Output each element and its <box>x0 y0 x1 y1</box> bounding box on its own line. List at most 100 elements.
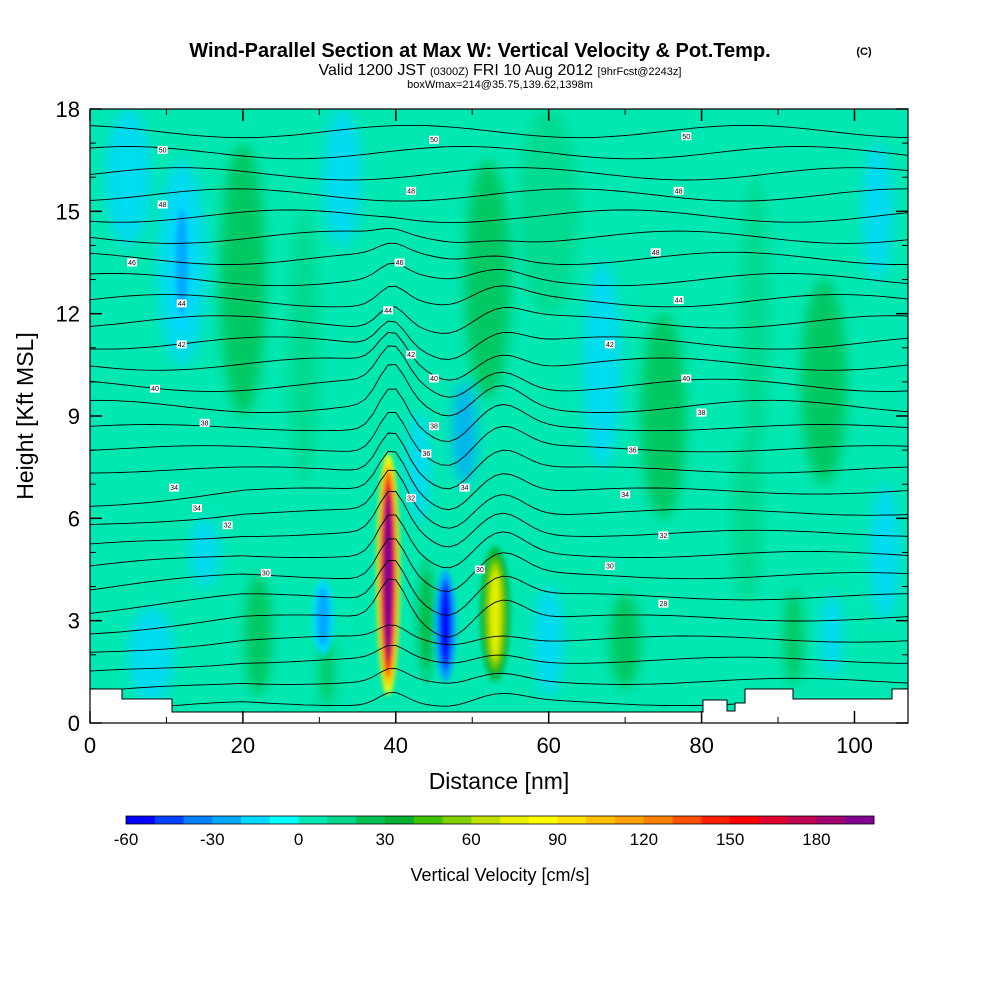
x-tick-label: 20 <box>231 733 255 758</box>
colorbar-label: Vertical Velocity [cm/s] <box>410 865 589 885</box>
theta-label: 50 <box>429 135 440 144</box>
theta-label-text: 42 <box>606 342 614 349</box>
theta-label-text: 34 <box>170 485 178 492</box>
theta-label: 44 <box>673 296 684 305</box>
theta-label-text: 36 <box>629 448 637 455</box>
theta-label-text: 30 <box>606 564 614 571</box>
colorbar-swatch <box>643 816 674 824</box>
field-patch <box>464 160 511 399</box>
theta-label: 34 <box>620 490 631 499</box>
theta-contour <box>90 364 908 417</box>
chart-title: Wind-Parallel Section at Max W: Vertical… <box>189 40 770 62</box>
y-tick-label: 18 <box>56 97 80 122</box>
valid-date: FRI 10 Aug 2012 <box>473 62 593 79</box>
theta-label-text: 34 <box>461 485 469 492</box>
contour-labels: 50 50 50 48 48 48 48 46 46 44 44 44 42 42 42 40 40 40 38 38… <box>127 132 707 608</box>
colorbar-swatch <box>758 816 789 824</box>
downdraft-core <box>320 593 327 641</box>
colorbar-tick-label: 90 <box>548 830 567 849</box>
theta-label-text: 48 <box>407 188 415 195</box>
theta-label: 28 <box>658 599 669 608</box>
colorbar-frame <box>125 815 875 825</box>
theta-contour <box>90 242 908 265</box>
colorbar-swatch <box>327 816 357 824</box>
theta-contour <box>90 538 908 592</box>
theta-label: 30 <box>474 565 485 574</box>
field-patch <box>323 109 362 246</box>
colorbar-swatch <box>500 816 530 824</box>
theta-label: 44 <box>176 299 187 308</box>
colorbar-swatch <box>183 816 213 824</box>
theta-label-text: 44 <box>384 308 392 315</box>
field-patch <box>219 143 266 417</box>
field-patch <box>407 412 431 522</box>
field-patch <box>244 572 272 696</box>
colorbar-tick-label: 150 <box>716 830 744 849</box>
theta-contour <box>90 432 908 490</box>
field-patch <box>640 313 687 519</box>
theta-contour <box>90 209 908 224</box>
theta-label-text: 30 <box>262 570 270 577</box>
field-patch <box>739 177 771 451</box>
theta-label-text: 46 <box>128 260 136 267</box>
potential-temperature-contours <box>90 124 908 717</box>
colorbar-tick-label: -60 <box>114 830 139 849</box>
velocity-field-broad <box>105 109 901 706</box>
valid-time-line: Valid 1200 JST (0300Z) FRI 10 Aug 2012 [… <box>319 62 682 79</box>
theta-label-text: 36 <box>422 451 430 458</box>
field-patch <box>862 143 893 280</box>
field-patch <box>869 484 901 621</box>
colorbar-swatch <box>586 816 616 824</box>
theta-label: 46 <box>127 258 138 267</box>
colorbar-swatch <box>672 816 702 824</box>
theta-label: 38 <box>429 422 440 431</box>
subtitle-box-max: boxWmax=214@35.75,139.62,1398m <box>407 79 593 91</box>
theta-label-text: 46 <box>396 260 404 267</box>
colorbar-swatch <box>212 816 242 824</box>
theta-contour <box>90 146 908 160</box>
theta-label-text: 44 <box>178 301 186 308</box>
theta-label-text: 40 <box>430 376 438 383</box>
field-patch <box>288 211 320 485</box>
x-tick-label: 0 <box>84 733 96 758</box>
updraft-core <box>491 571 500 657</box>
field-patch <box>820 593 844 676</box>
y-tick-label: 0 <box>68 711 80 736</box>
theta-contour <box>90 624 908 653</box>
field-patch <box>583 262 622 468</box>
field-patch <box>800 279 847 485</box>
theta-label: 38 <box>696 408 707 417</box>
theta-label-text: 32 <box>224 523 232 530</box>
theta-label: 40 <box>149 384 160 393</box>
y-tick-label: 15 <box>56 199 80 224</box>
theta-contour <box>90 331 908 381</box>
y-axis-label: Height [Kft MSL] <box>12 332 38 499</box>
chart-title-suffix: (C) <box>856 46 872 58</box>
theta-label-text: 38 <box>201 420 209 427</box>
theta-contour <box>90 559 908 616</box>
theta-label: 42 <box>176 340 187 349</box>
theta-label: 48 <box>157 200 168 209</box>
colorbar-swatch <box>154 816 184 824</box>
colorbar: -60 -30 0 30 60 90 120 150 180 <box>114 815 875 849</box>
theta-label-text: 40 <box>151 386 159 393</box>
colorbar-swatch <box>269 816 300 824</box>
colorbar-swatch <box>298 816 328 824</box>
theta-label: 34 <box>192 504 203 513</box>
theta-label-text: 44 <box>675 298 683 305</box>
y-tick-label: 12 <box>56 302 80 327</box>
theta-contour <box>90 345 908 398</box>
colorbar-tick-label: 120 <box>630 830 658 849</box>
theta-label: 48 <box>673 186 684 195</box>
colorbar-tick-label: -30 <box>200 830 225 849</box>
theta-label-text: 34 <box>193 506 201 513</box>
y-tick-label: 3 <box>68 609 80 634</box>
theta-label-text: 40 <box>682 376 690 383</box>
theta-label: 32 <box>406 493 417 502</box>
colorbar-swatch <box>557 816 587 824</box>
theta-label: 40 <box>681 374 692 383</box>
theta-label-text: 34 <box>621 492 629 499</box>
colorbar-swatch <box>730 816 760 824</box>
theta-label-text: 32 <box>407 495 415 502</box>
